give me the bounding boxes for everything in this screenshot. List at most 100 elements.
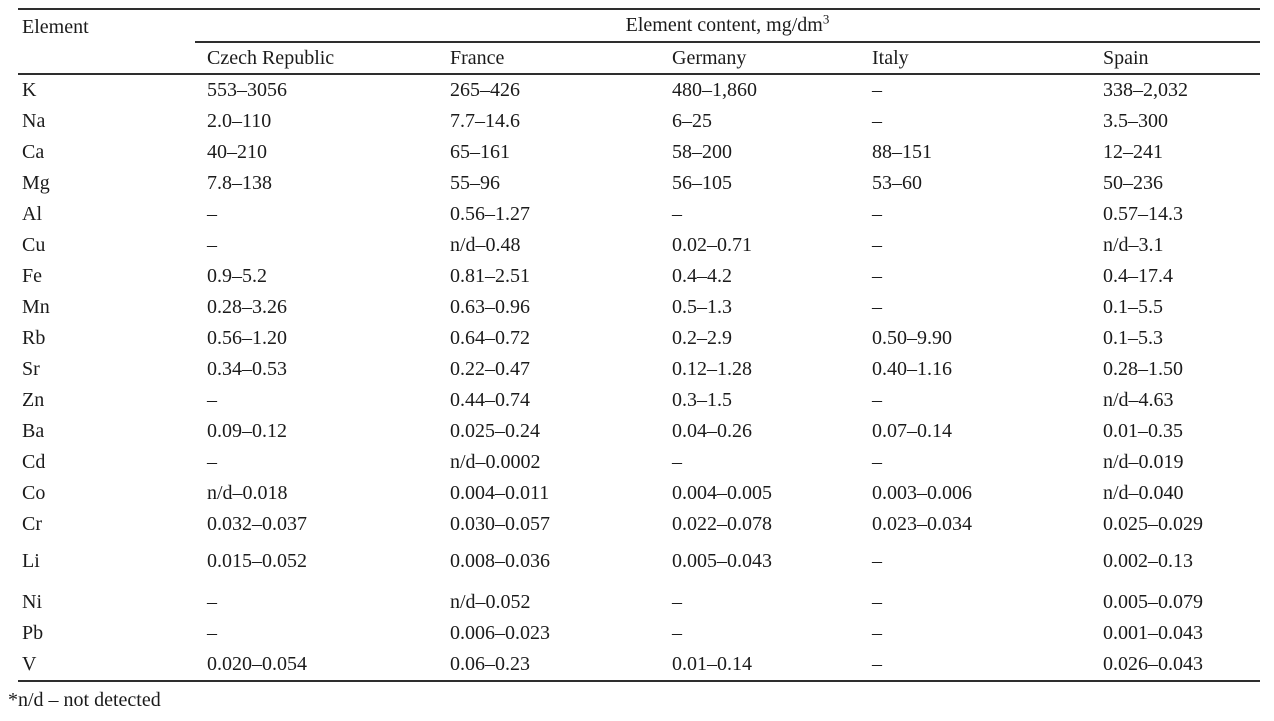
spanner-text: Element content, mg/dm (625, 14, 823, 36)
column-header-germany: Germany (672, 46, 747, 69)
value-cell: 58–200 (672, 141, 732, 163)
value-cell: 12–241 (1103, 141, 1163, 163)
table-row: Zn – 0.44–0.74 0.3–1.5 – n/d–4.63 (18, 385, 1260, 416)
value-cell: 2.0–110 (207, 110, 272, 132)
value-cell: 0.015–0.052 (207, 550, 307, 572)
value-cell: – (872, 591, 882, 613)
table-row: Cu – n/d–0.48 0.02–0.71 – n/d–3.1 (18, 230, 1260, 261)
value-cell: n/d–0.052 (450, 591, 531, 613)
element-cell: Mg (22, 172, 50, 194)
table-row: Li 0.015–0.052 0.008–0.036 0.005–0.043 – 0.00… (18, 540, 1260, 577)
value-cell: – (872, 296, 882, 318)
value-cell: 0.9–5.2 (207, 265, 267, 287)
value-cell: n/d–0.019 (1103, 451, 1184, 473)
table-header: Element Element content, mg/dm3 Czech Re… (18, 9, 1261, 74)
value-cell: 0.50–9.90 (872, 327, 952, 349)
value-cell: 0.1–5.3 (1103, 327, 1163, 349)
value-cell: 0.57–14.3 (1103, 203, 1183, 225)
value-cell: 0.005–0.043 (672, 550, 772, 572)
value-cell: 55–96 (450, 172, 500, 194)
value-cell: 0.025–0.24 (450, 420, 540, 442)
element-cell: Pb (22, 622, 44, 644)
element-cell: Sr (22, 358, 40, 380)
element-column-header: Element (22, 16, 89, 38)
column-header-czech-republic: Czech Republic (207, 46, 335, 69)
value-cell: – (872, 203, 882, 225)
column-header-france: France (450, 46, 505, 69)
element-cell: K (22, 79, 37, 101)
table-row: Cd – n/d–0.0002 – – n/d–0.019 (18, 447, 1260, 478)
value-cell: 0.2–2.9 (672, 327, 732, 349)
value-cell: 88–151 (872, 141, 932, 163)
element-cell: Cr (22, 513, 42, 535)
value-cell: – (207, 591, 217, 613)
value-cell: 553–3056 (207, 79, 287, 101)
value-cell: 7.7–14.6 (450, 110, 520, 132)
value-cell: n/d–0.48 (450, 234, 521, 256)
value-cell: 0.4–4.2 (672, 265, 732, 287)
value-cell: n/d–0.040 (1103, 482, 1184, 504)
table-row: Ba 0.09–0.12 0.025–0.24 0.04–0.26 0.07–0.14 0… (18, 416, 1260, 447)
table-row: Co n/d–0.018 0.004–0.011 0.004–0.005 0.003–0… (18, 478, 1260, 509)
value-cell: – (672, 451, 682, 473)
value-cell: 53–60 (872, 172, 922, 194)
table-row: Rb 0.56–1.20 0.64–0.72 0.2–2.9 0.50–9.90 0.1–… (18, 323, 1260, 354)
header-row-countries: Czech Republic France Germany Italy Spai… (18, 42, 1260, 74)
value-cell: – (672, 591, 682, 613)
value-cell: 7.8–138 (207, 172, 272, 194)
element-cell: Ba (22, 420, 45, 442)
value-cell: 0.01–0.35 (1103, 420, 1183, 442)
element-cell: Ni (22, 591, 42, 613)
value-cell: – (872, 622, 882, 644)
header-row-spanner: Element Element content, mg/dm3 (18, 9, 1261, 43)
value-cell: – (207, 622, 217, 644)
value-cell: 0.032–0.037 (207, 513, 307, 535)
table-row: Na 2.0–110 7.7–14.6 6–25 – 3.5–300 (18, 106, 1260, 137)
value-cell: 0.026–0.043 (1103, 653, 1203, 675)
value-cell: 0.030–0.057 (450, 513, 550, 535)
element-cell: Cd (22, 451, 46, 473)
value-cell: n/d–4.63 (1103, 389, 1174, 411)
value-cell: – (872, 234, 882, 256)
value-cell: – (672, 203, 682, 225)
value-cell: n/d–3.1 (1103, 234, 1164, 256)
table-row: Ca 40–210 65–161 58–200 88–151 12–241 (18, 137, 1260, 168)
element-cell: Rb (22, 327, 46, 349)
table-row: Mg 7.8–138 55–96 56–105 53–60 50–236 (18, 168, 1260, 199)
value-cell: – (872, 389, 882, 411)
value-cell: 0.006–0.023 (450, 622, 550, 644)
value-cell: 0.56–1.20 (207, 327, 287, 349)
value-cell: 0.025–0.029 (1103, 513, 1203, 535)
value-cell: – (872, 79, 882, 101)
value-cell: 0.09–0.12 (207, 420, 287, 442)
value-cell: 0.06–0.23 (450, 653, 530, 675)
value-cell: 0.44–0.74 (450, 389, 530, 411)
element-cell: Al (22, 203, 42, 225)
value-cell: – (207, 234, 217, 256)
table-row: Fe 0.9–5.2 0.81–2.51 0.4–4.2 – 0.4–17.4 (18, 261, 1260, 292)
value-cell: 0.64–0.72 (450, 327, 530, 349)
value-cell: 65–161 (450, 141, 510, 163)
table-body: K 553–3056 265–426 480–1,860 – 338–2,032 Na 2.0… (18, 74, 1260, 681)
value-cell: – (207, 203, 217, 225)
value-cell: 480–1,860 (672, 79, 757, 101)
value-cell: 265–426 (450, 79, 520, 101)
element-cell: Cu (22, 234, 46, 256)
value-cell: 0.020–0.054 (207, 653, 307, 675)
value-cell: 0.001–0.043 (1103, 622, 1203, 644)
value-cell: 0.12–1.28 (672, 358, 752, 380)
value-cell: – (872, 653, 882, 675)
value-cell: 3.5–300 (1103, 110, 1168, 132)
value-cell: – (872, 451, 882, 473)
element-cell: Mn (22, 296, 50, 318)
table-row: Ni – n/d–0.052 – – 0.005–0.079 (18, 577, 1260, 618)
value-cell: n/d–0.018 (207, 482, 288, 504)
value-cell: 0.5–1.3 (672, 296, 732, 318)
value-cell: 0.63–0.96 (450, 296, 530, 318)
element-cell: Li (22, 550, 40, 572)
value-cell: 0.008–0.036 (450, 550, 550, 572)
element-cell: Zn (22, 389, 45, 411)
value-cell: 0.02–0.71 (672, 234, 752, 256)
value-cell: 0.28–1.50 (1103, 358, 1183, 380)
value-cell: 0.002–0.13 (1103, 550, 1193, 572)
